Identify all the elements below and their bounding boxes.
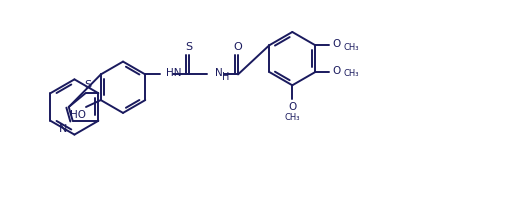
Text: O: O (288, 102, 297, 112)
Text: HN: HN (166, 68, 181, 78)
Text: S: S (185, 42, 192, 52)
Text: CH₃: CH₃ (343, 69, 358, 78)
Text: HO: HO (70, 110, 86, 120)
Text: CH₃: CH₃ (343, 43, 358, 52)
Text: O: O (332, 39, 340, 49)
Text: O: O (332, 66, 340, 76)
Text: H: H (222, 72, 230, 82)
Text: CH₃: CH₃ (285, 113, 300, 122)
Text: S: S (84, 80, 91, 90)
Text: N: N (215, 68, 223, 78)
Text: N: N (59, 124, 67, 134)
Text: O: O (234, 42, 243, 52)
